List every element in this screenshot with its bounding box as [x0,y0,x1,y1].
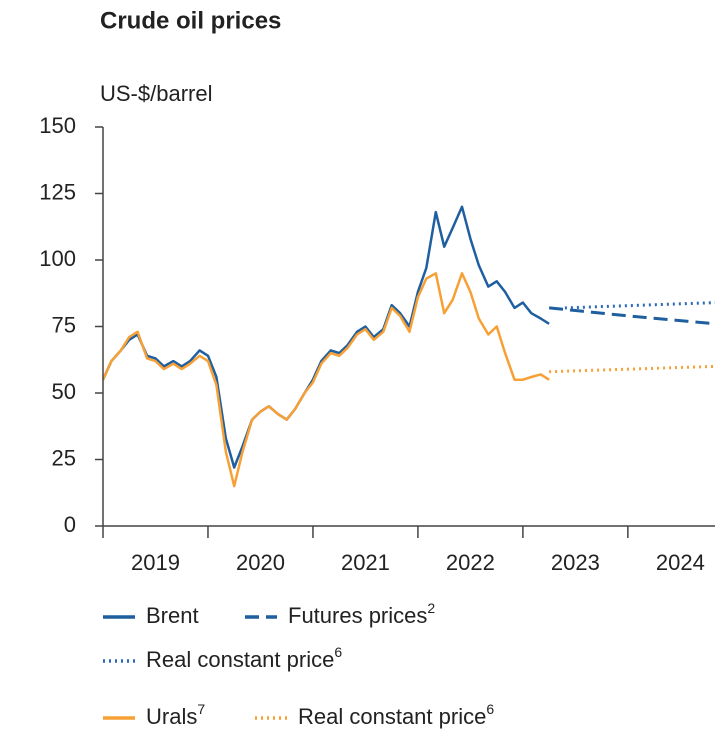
legend-label: Futures prices2 [288,600,435,628]
legend-footnote: 6 [486,701,494,717]
series-line [564,301,715,310]
y-tick-label: 150 [39,113,76,138]
x-tick-label: 2023 [551,550,600,575]
series-line [548,306,715,326]
legend-footnote: 6 [334,644,342,660]
legend-label: Urals7 [146,701,205,729]
y-axis-label: US-$/barrel [100,81,212,106]
y-tick-label: 75 [52,312,76,337]
series-line [549,364,715,374]
y-tick-label: 100 [39,246,76,271]
y-tick-label: 0 [64,512,76,537]
y-tick-label: 50 [52,379,76,404]
chart-title: Crude oil prices [100,7,281,34]
legend-name: Brent [146,603,199,628]
legend-footnote: 7 [197,701,205,717]
series-line [101,205,550,469]
x-tick-label: 2022 [446,550,495,575]
legend-name: Futures prices [288,603,427,628]
x-tick-label: 2021 [341,550,390,575]
legend-label: Brent [146,603,199,628]
legend-name: Real constant price [298,704,486,729]
legend-name: Real constant price [146,647,334,672]
x-tick-label: 2019 [131,550,180,575]
legend-name: Urals [146,704,197,729]
y-tick-label: 25 [52,445,76,470]
legend-footnote: 2 [427,600,435,616]
legend-label: Real constant price6 [146,644,342,672]
series-line [101,272,550,488]
x-tick-label: 2024 [656,550,705,575]
legend-label: Real constant price6 [298,701,494,729]
y-tick-label: 125 [39,179,76,204]
x-tick-label: 2020 [236,550,285,575]
